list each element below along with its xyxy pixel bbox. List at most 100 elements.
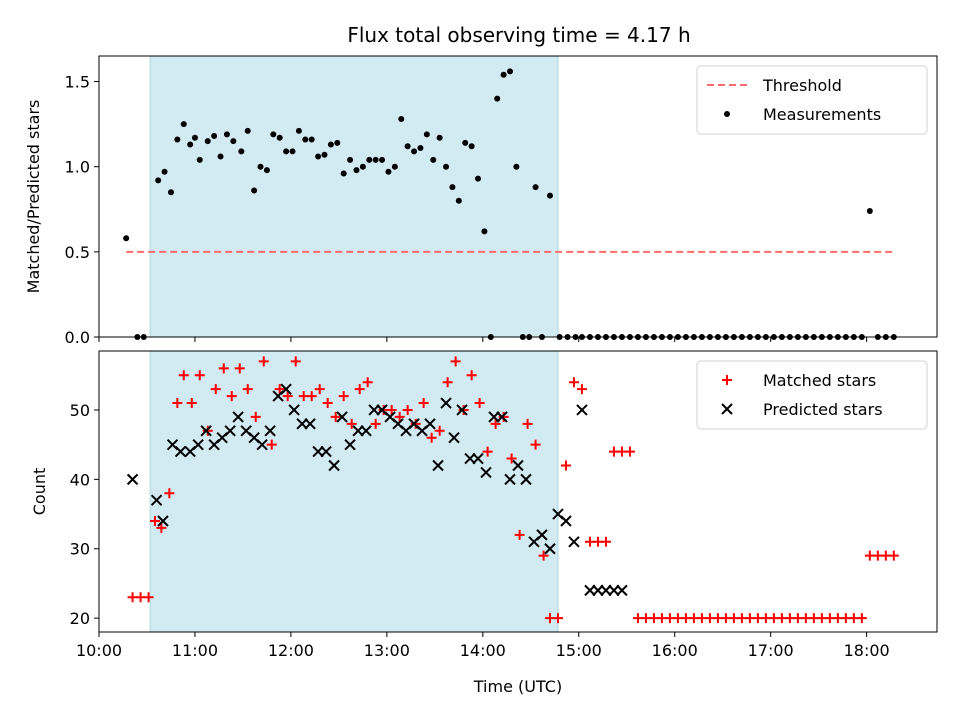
- measurement-point: [270, 131, 277, 138]
- predicted-stars-point: [264, 425, 276, 437]
- predicted-stars-point: [150, 494, 163, 506]
- matched-stars-point: [290, 356, 301, 367]
- matched-stars-point: [250, 411, 261, 422]
- predicted-stars-point: [200, 425, 212, 437]
- predicted-stars-point: [560, 515, 572, 527]
- matched-stars-point: [560, 460, 571, 471]
- x-tick-label: 11:00: [172, 641, 218, 660]
- y-axis-label: Count: [30, 468, 49, 516]
- x-tick-label: 14:00: [460, 641, 506, 660]
- measurement-point: [263, 167, 270, 174]
- y-tick-label: 20: [70, 609, 90, 628]
- matched-stars-point: [552, 613, 563, 624]
- y-axis-label: Matched/Predicted stars: [24, 100, 43, 294]
- matched-stars-point: [226, 391, 237, 402]
- measurement-point: [123, 235, 130, 242]
- matched-stars-point: [568, 377, 579, 388]
- matched-stars-point: [354, 384, 365, 395]
- predicted-stars-point: [480, 466, 492, 479]
- matched-stars-point: [346, 418, 357, 429]
- measurement-point: [191, 134, 198, 141]
- matched-stars-point: [282, 391, 293, 402]
- matched-stars-point: [466, 370, 477, 381]
- chart-title: Flux total observing time = 4.17 h: [347, 23, 690, 47]
- measurement-point: [379, 156, 386, 163]
- measurement-point: [308, 136, 315, 143]
- matched-stars-point: [194, 370, 205, 381]
- predicted-stars-point: [616, 584, 628, 597]
- x-tick-label: 13:00: [364, 641, 410, 660]
- measurement-point: [359, 163, 366, 170]
- matched-stars-point: [482, 446, 493, 457]
- matched-stars-point: [402, 404, 413, 415]
- matched-stars-point: [600, 536, 611, 547]
- predicted-stars-point: [472, 452, 484, 465]
- measurement-point: [327, 141, 334, 148]
- measurement-point: [334, 139, 341, 146]
- matched-stars-point: [266, 439, 277, 450]
- measurement-point: [289, 148, 296, 155]
- measurement-point: [238, 148, 245, 155]
- legend-label: Measurements: [763, 105, 881, 124]
- x-tick-label: 18:00: [844, 641, 890, 660]
- legend-box: [696, 65, 928, 135]
- y-tick-label: 40: [70, 470, 90, 489]
- predicted-stars-point: [288, 404, 300, 416]
- predicted-stars-point: [232, 411, 244, 423]
- measurement-point: [276, 134, 283, 141]
- predicted-stars-point: [126, 473, 139, 486]
- matched-stars-point: [202, 425, 213, 436]
- measurement-point: [302, 136, 309, 143]
- matched-stars-point: [394, 411, 405, 422]
- predicted-stars-point: [504, 473, 516, 486]
- predicted-stars-point: [157, 515, 169, 527]
- measurement-point: [217, 153, 224, 160]
- measurement-point: [204, 138, 211, 145]
- x-tick-label: 12:00: [268, 641, 314, 660]
- measurement-point: [283, 148, 290, 155]
- measurement-point: [430, 156, 437, 163]
- predicted-stars-point: [320, 445, 332, 458]
- measurement-point: [251, 187, 258, 194]
- observing-span-band: [149, 55, 559, 338]
- matched-stars-point: [434, 425, 445, 436]
- matched-stars-point: [506, 453, 517, 464]
- measurement-point: [462, 139, 469, 146]
- measurement-point: [174, 136, 181, 143]
- matched-stars-point: [156, 522, 167, 533]
- predicted-stars-point: [536, 529, 548, 541]
- predicted-stars-point: [328, 459, 340, 472]
- matched-stars-point: [530, 439, 541, 450]
- y-tick-label: 50: [70, 401, 90, 420]
- measurement-point: [340, 170, 347, 177]
- matched-stars-point: [322, 398, 333, 409]
- matched-stars-point: [538, 550, 549, 561]
- x-axis-label: Time (UTC): [473, 677, 562, 696]
- matched-stars-point: [186, 398, 197, 409]
- predicted-stars-point: [432, 459, 444, 472]
- measurement-point: [443, 163, 450, 170]
- measurement-point: [468, 143, 475, 150]
- y-tick-label: 0.0: [65, 328, 90, 347]
- measurement-point: [436, 134, 443, 141]
- matched-stars-point: [522, 418, 533, 429]
- legend-label: Matched stars: [763, 371, 876, 390]
- legend-box: [696, 360, 928, 430]
- matched-stars-point: [458, 404, 469, 415]
- matched-stars-point: [514, 529, 525, 540]
- predicted-stars-point: [544, 543, 556, 555]
- matched-stars-point: [178, 370, 189, 381]
- observing-span-band: [149, 350, 559, 633]
- data-layer: [126, 356, 899, 624]
- legend-measurement-swatch: [724, 111, 730, 117]
- matched-stars-point: [218, 363, 229, 374]
- matched-stars-point: [498, 411, 509, 422]
- measurement-point: [500, 71, 507, 78]
- predicted-stars-point: [192, 438, 204, 451]
- matched-stars-point: [888, 550, 899, 561]
- x-tick-label: 16:00: [652, 641, 698, 660]
- matched-stars-point: [306, 391, 317, 402]
- predicted-stars-point: [440, 397, 452, 409]
- measurement-point: [295, 127, 302, 134]
- matched-stars-point: [418, 398, 429, 409]
